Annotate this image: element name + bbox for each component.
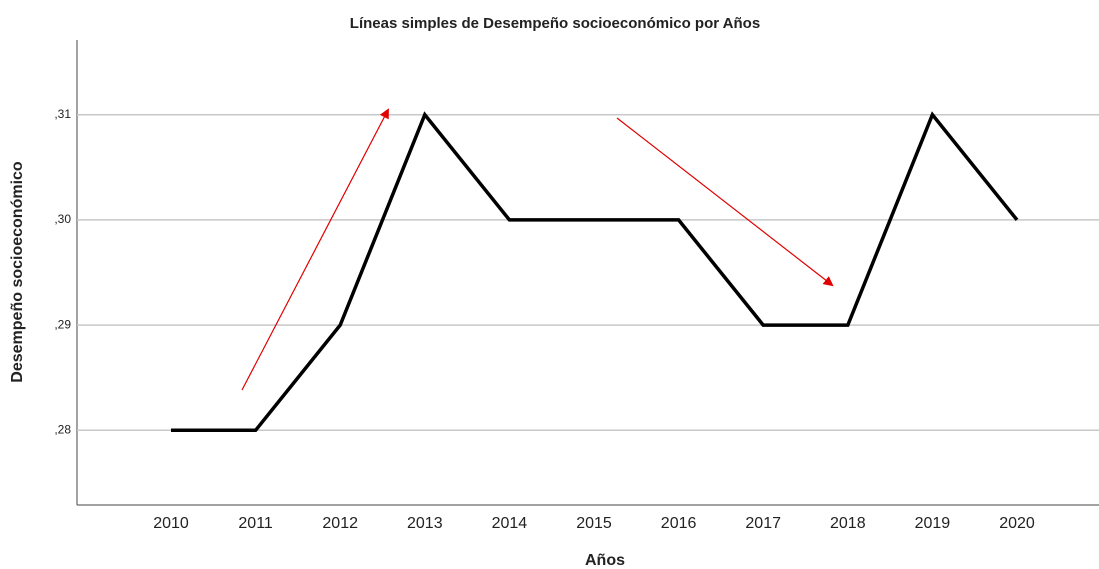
x-tick-label: 2015	[576, 515, 612, 532]
y-axis-label: Desempeño socioeconómico	[9, 161, 26, 383]
marks: 2010 2011 2012 2013 2014 2015 2016 2017 2018 2019…	[153, 111, 1035, 532]
y-tick-label: ,29	[54, 317, 71, 331]
x-tick-label: 2011	[238, 515, 273, 532]
x-tick-label: 2014	[492, 515, 528, 532]
grid: ,28 ,29 ,30 ,31	[54, 107, 1099, 436]
annotation-arrow	[241, 108, 389, 391]
x-tick-label: 2012	[322, 515, 358, 532]
chart-title: Líneas simples de Desempeño socioeconómi…	[350, 15, 760, 32]
x-tick-label: 2016	[661, 515, 697, 532]
x-tick-label: 2017	[745, 515, 781, 532]
y-tick-label: ,28	[54, 422, 71, 436]
data-line	[171, 111, 1019, 433]
x-tick-label: 2010	[153, 515, 189, 532]
x-tick-label: 2018	[830, 515, 866, 532]
x-tick-label: 2020	[999, 515, 1035, 532]
x-tick-label: 2019	[915, 515, 951, 532]
x-tick-label: 2013	[407, 515, 443, 532]
y-tick-label: ,30	[54, 212, 71, 226]
y-tick-label: ,31	[54, 107, 71, 121]
annotation-arrow	[616, 117, 834, 287]
x-axis-label: Años	[585, 552, 625, 569]
